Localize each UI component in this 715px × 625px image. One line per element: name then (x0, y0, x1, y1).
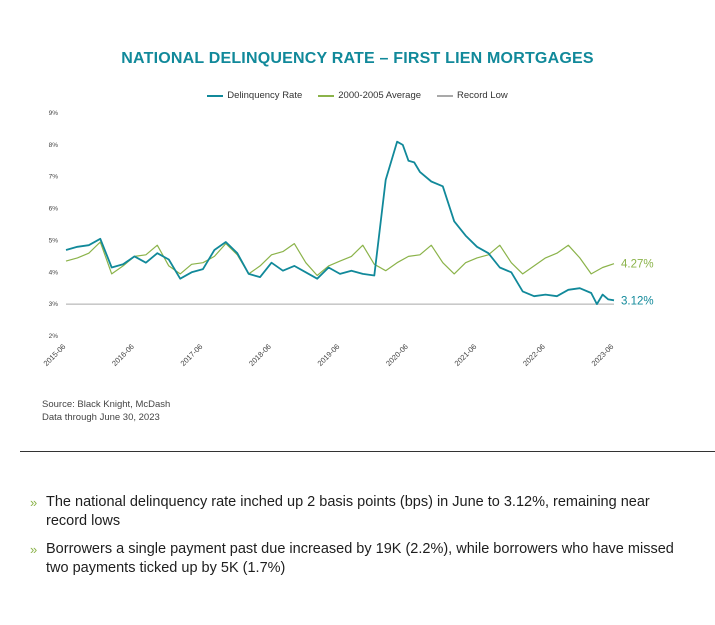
bullet-item: » Borrowers a single payment past due in… (30, 540, 680, 578)
data-through-line: Data through June 30, 2023 (42, 411, 160, 423)
chart-legend: Delinquency Rate 2000-2005 Average Recor… (0, 90, 715, 101)
x-tick-label: 2016-06 (110, 342, 136, 368)
end-label-2000-2005-average: 4.27% (621, 259, 654, 271)
x-tick-label: 2018-06 (247, 342, 273, 368)
line-chart: 2% 3% 4% 5% 6% 7% 8% 9% 2015-06 2016-06 2017-06 201… (42, 110, 654, 368)
bullet-text: Borrowers a single payment past due incr… (46, 541, 674, 576)
chart-title: NATIONAL DELINQUENCY RATE – FIRST LIEN M… (121, 50, 594, 67)
end-label-delinquency-rate: 3.12% (621, 295, 654, 307)
legend-item-2000-2005-average: 2000-2005 Average (318, 90, 421, 101)
legend-item-delinquency-rate: Delinquency Rate (207, 90, 302, 101)
series-line-delinquency-rate (65, 140, 615, 306)
legend-swatch-record-low (437, 94, 454, 97)
y-tick-label: 9% (49, 110, 59, 117)
x-tick-label: 2017-06 (179, 342, 205, 368)
y-tick-label: 6% (49, 206, 59, 213)
legend-label-record-low: Record Low (457, 90, 508, 101)
x-tick-label: 2021-06 (453, 342, 479, 368)
y-tick-label: 7% (49, 174, 59, 181)
legend-swatch-delinquency-rate (207, 94, 224, 97)
chevron-icon: » (30, 495, 38, 510)
x-tick-label: 2022-06 (521, 342, 547, 368)
summary-bullets: » The national delinquency rate inched u… (30, 493, 680, 587)
legend-swatch-2000-2005-average (318, 94, 335, 97)
legend-label-2000-2005-average: 2000-2005 Average (338, 90, 422, 101)
legend-item-record-low: Record Low (437, 90, 508, 101)
x-tick-label: 2023-06 (590, 342, 616, 368)
x-tick-label: 2020-06 (384, 342, 410, 368)
y-tick-label: 5% (49, 237, 59, 244)
y-tick-label: 2% (49, 333, 59, 340)
x-tick-label: 2019-06 (316, 342, 342, 368)
y-tick-label: 4% (49, 269, 59, 276)
y-tick-label: 3% (49, 301, 59, 308)
chevron-icon: » (30, 542, 38, 557)
bullet-item: » The national delinquency rate inched u… (30, 493, 680, 531)
series-line-2000-2005-average (65, 241, 615, 277)
chart-source: Source: Black Knight, McDash Data throug… (42, 399, 170, 424)
section-divider (20, 451, 715, 452)
source-line: Source: Black Knight, McDash (42, 399, 171, 410)
legend-label-delinquency-rate: Delinquency Rate (227, 90, 303, 101)
y-tick-label: 8% (49, 142, 59, 149)
bullet-text: The national delinquency rate inched up … (46, 494, 650, 529)
x-tick-label: 2015-06 (42, 342, 68, 368)
